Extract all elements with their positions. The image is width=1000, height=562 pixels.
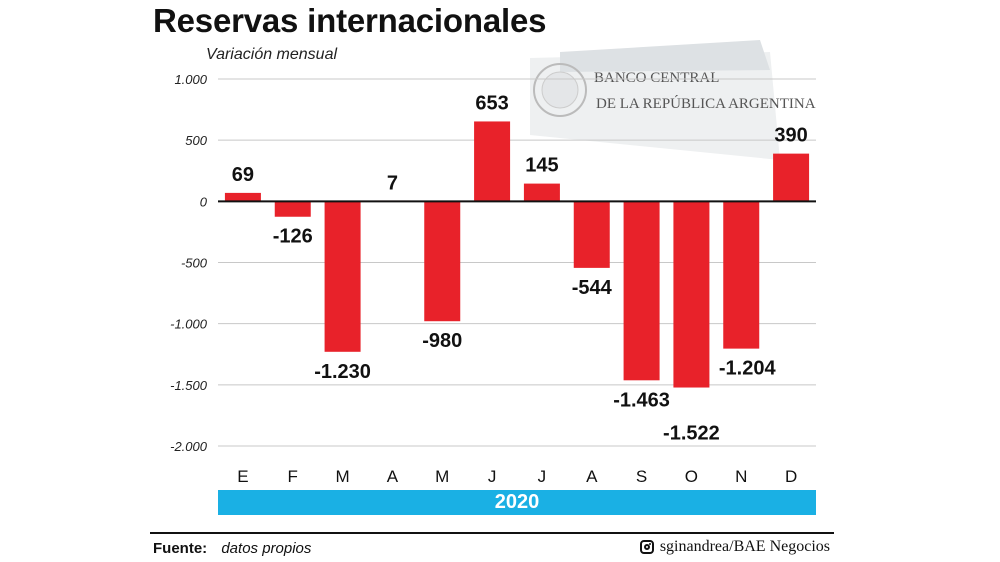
category-label: A: [387, 467, 399, 486]
sign-line-1: BANCO CENTRAL: [594, 70, 719, 86]
year-band: 2020: [218, 490, 816, 515]
category-label: N: [735, 467, 747, 486]
category-label: A: [586, 467, 598, 486]
grid-lines: [218, 78, 816, 447]
footer-divider: [150, 532, 834, 534]
value-label: -1.204: [719, 358, 777, 380]
instagram-icon: [639, 540, 654, 554]
category-label: M: [335, 467, 349, 486]
y-tick-label: -500: [181, 256, 208, 271]
bars: [224, 121, 810, 388]
bar: [623, 201, 660, 381]
bar: [324, 201, 361, 352]
source-note: Fuente: datos propios: [153, 540, 311, 557]
category-label: D: [785, 467, 797, 486]
source-value: datos propios: [221, 540, 312, 557]
chart-subtitle: Variación mensual: [206, 46, 338, 63]
bar: [523, 183, 560, 202]
value-label: 653: [475, 92, 508, 114]
y-tick-label: 0: [200, 194, 208, 209]
credit: sginandrea/BAE Negocios: [639, 538, 830, 556]
y-tick-label: 500: [185, 133, 207, 148]
y-tick-label: -1.500: [170, 378, 208, 393]
y-axis-tick-labels: 1.000 500 0 -500 -1.000 -1.500 -2.000: [170, 72, 208, 454]
y-tick-label: -2.000: [170, 439, 208, 454]
value-label: -1.463: [613, 389, 670, 411]
category-label: M: [435, 467, 449, 486]
value-label: -544: [572, 277, 613, 299]
y-tick-label: 1.000: [174, 72, 207, 87]
value-labels: 69 -126 -1.230 7 -980 653 145 -544 -1.463 -1.522 -…: [232, 92, 808, 444]
value-label: 7: [387, 172, 398, 194]
bar: [474, 121, 511, 202]
category-label: E: [237, 467, 248, 486]
category-label: F: [288, 467, 298, 486]
bar: [723, 201, 760, 349]
credit-text: sginandrea/BAE Negocios: [659, 538, 830, 555]
bar: [673, 201, 710, 388]
value-label: -980: [422, 330, 462, 352]
category-label: J: [538, 467, 547, 486]
chart-title: Reservas internacionales: [153, 2, 547, 39]
bar: [424, 201, 461, 322]
category-label: J: [488, 467, 497, 486]
value-label: 145: [525, 155, 558, 177]
value-label: 390: [774, 125, 807, 147]
category-label: O: [685, 467, 698, 486]
value-label: 69: [232, 164, 254, 186]
central-bank-sign-image: BANCO CENTRAL DE LA REPÚBLICA ARGENTINA: [530, 40, 816, 160]
y-tick-label: -1.000: [170, 317, 208, 332]
source-label: Fuente:: [153, 540, 208, 557]
category-label: S: [636, 467, 647, 486]
seal-icon: [533, 63, 587, 117]
value-label: -126: [273, 226, 313, 248]
value-label: -1.522: [663, 423, 720, 445]
bar: [274, 201, 311, 217]
bar: [773, 153, 810, 202]
bar: [224, 192, 261, 202]
value-label: -1.230: [314, 361, 371, 383]
bar: [573, 201, 610, 268]
sign-line-2: DE LA REPÚBLICA ARGENTINA: [596, 95, 816, 112]
